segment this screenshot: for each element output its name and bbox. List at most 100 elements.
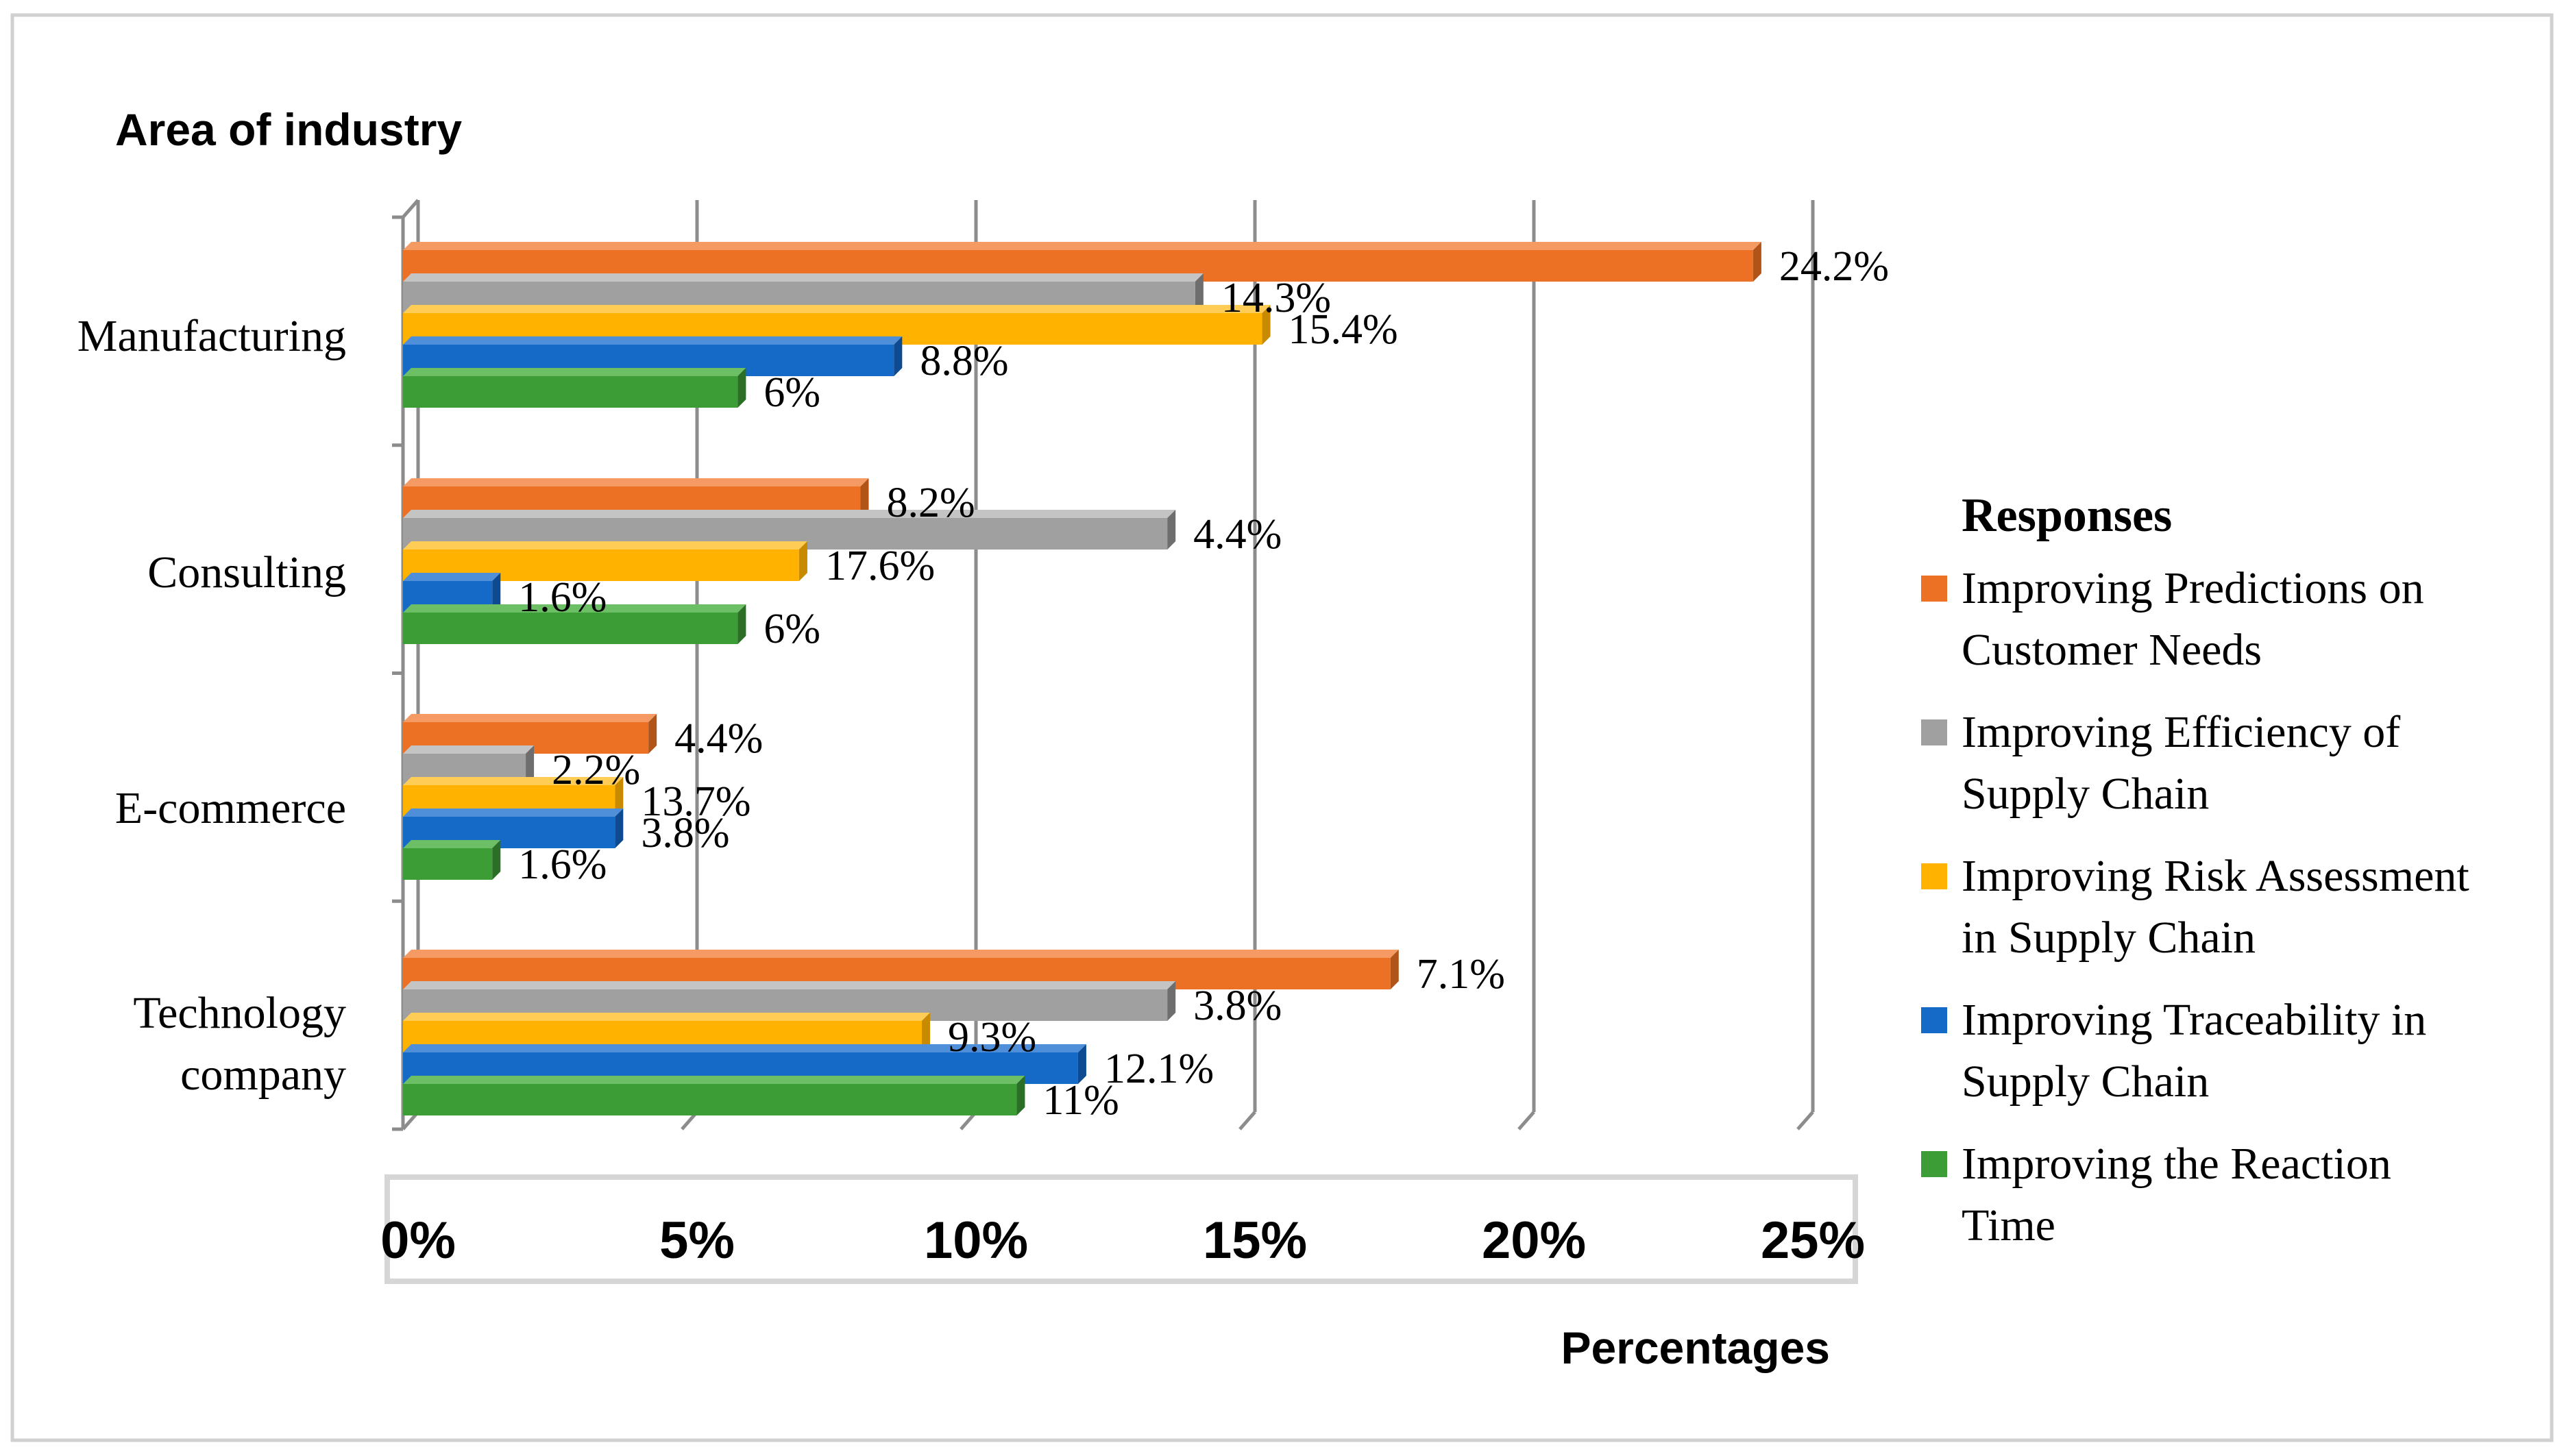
bar-top-face [403, 336, 903, 345]
bar-side-face [648, 714, 657, 754]
legend-label: Improving Predictions on [1962, 563, 2424, 613]
bar-side-face [1195, 273, 1204, 313]
bar-side-face [922, 1013, 931, 1052]
legend-swatch [1921, 576, 1947, 602]
bar-top-face [403, 840, 501, 848]
data-label: 15.4% [1289, 306, 1398, 353]
legend-label: Improving the Reaction [1962, 1139, 2391, 1189]
data-label: 4.4% [1193, 511, 1282, 558]
data-label: 1.6% [518, 841, 607, 888]
gridline-floor [1796, 1111, 1814, 1131]
bar-top-face [403, 273, 1204, 282]
legend: Improving Predictions on Customer Needs Im… [1921, 563, 2469, 1250]
bar-top-face [403, 305, 1271, 313]
x-axis-title: Percentages [1561, 1322, 1830, 1373]
data-labels: 24.2%8.2%4.4%7.1%14.3%4.4%2.2%3.8%15.4%1… [518, 243, 1889, 1124]
bar-side-face [1753, 242, 1761, 282]
bar [403, 1084, 1017, 1115]
bar-top-face [403, 745, 535, 754]
data-label: 14.3% [1221, 275, 1331, 321]
bar-side-face [860, 478, 869, 518]
x-tick-label: 10% [924, 1211, 1028, 1270]
x-axis-ticks: 0% 5% 10% 15% 20% 25% [380, 1211, 1865, 1270]
legend-swatch [1921, 719, 1947, 745]
data-label: 3.8% [1193, 983, 1282, 1029]
data-label: 8.8% [920, 338, 1008, 384]
bar-side-face [492, 573, 501, 613]
bar-top-face [403, 478, 869, 486]
bar-side-face [737, 604, 746, 644]
bar-top-face [403, 242, 1761, 250]
x-tick-label: 15% [1203, 1211, 1307, 1270]
bar-top-face [403, 809, 624, 817]
data-label: 11% [1042, 1077, 1119, 1124]
bar-top-face [403, 368, 746, 376]
category-label: company [180, 1050, 346, 1100]
bar-side-face [526, 745, 535, 785]
x-tick-label: 5% [659, 1211, 735, 1270]
bar-top-face [403, 1013, 931, 1021]
data-label: 4.4% [674, 715, 763, 762]
data-label: 17.6% [825, 543, 935, 589]
bar [403, 848, 493, 880]
data-label: 7.1% [1417, 951, 1505, 998]
legend-label: Supply Chain [1962, 1057, 2209, 1107]
legend-label: Improving Risk Assessment [1962, 851, 2469, 901]
legend-swatch [1921, 863, 1947, 889]
bar-side-face [1016, 1076, 1025, 1115]
legend-label: Improving Traceability in [1962, 995, 2426, 1045]
bar-side-face [615, 809, 624, 848]
legend-swatch [1921, 1151, 1947, 1177]
bar-top-face [403, 981, 1176, 989]
data-label: 12.1% [1104, 1046, 1214, 1092]
bar-top-face [403, 1076, 1025, 1084]
bar-top-face [403, 604, 746, 613]
bar-side-face [1167, 510, 1176, 550]
chart-title: Area of industry [115, 104, 462, 155]
category-label: Manufacturing [77, 311, 346, 361]
legend-label: Time [1962, 1200, 2055, 1250]
bar-side-face [615, 777, 624, 817]
bar [403, 613, 738, 644]
bar-side-face [737, 368, 746, 408]
legend-swatch [1921, 1007, 1947, 1033]
data-label: 2.2% [552, 747, 640, 793]
legend-label: Supply Chain [1962, 769, 2209, 819]
category-label: E-commerce [115, 783, 346, 833]
legend-label: Customer Needs [1962, 625, 2262, 675]
gridline-floor [1238, 1111, 1256, 1131]
x-tick-label: 0% [380, 1211, 456, 1270]
bar-side-face [798, 541, 807, 581]
data-label: 13.7% [641, 778, 750, 825]
bar-side-face [492, 840, 501, 880]
bar-top-face [403, 541, 807, 550]
data-label: 24.2% [1779, 243, 1889, 290]
bar-side-face [1077, 1044, 1086, 1084]
bar-side-face [1390, 950, 1399, 989]
x-tick-label: 25% [1761, 1211, 1865, 1270]
bar-top-face [403, 1044, 1086, 1052]
bars [403, 242, 1761, 1115]
legend-title: Responses [1962, 489, 2172, 542]
x-axis-box [384, 1174, 1858, 1284]
bar [403, 376, 738, 408]
legend-label: in Supply Chain [1962, 913, 2256, 963]
bar-top-face [403, 714, 657, 722]
category-label: Consulting [147, 547, 346, 597]
bar-top-face [403, 573, 501, 581]
data-label: 9.3% [948, 1014, 1036, 1061]
category-axis-top [402, 199, 419, 219]
data-label: 8.2% [886, 480, 975, 526]
data-label: 3.8% [641, 810, 729, 856]
data-label: 6% [764, 606, 820, 652]
gridline-floor [1517, 1111, 1535, 1131]
legend-label: Improving Efficiency of [1962, 707, 2400, 757]
bar-top-face [403, 777, 624, 785]
bar-top-face [403, 510, 1176, 518]
data-label: 6% [764, 369, 820, 416]
data-label: 1.6% [518, 574, 607, 621]
bar-side-face [1167, 981, 1176, 1021]
bar-top-face [403, 950, 1399, 958]
category-label: Technology [133, 988, 346, 1038]
